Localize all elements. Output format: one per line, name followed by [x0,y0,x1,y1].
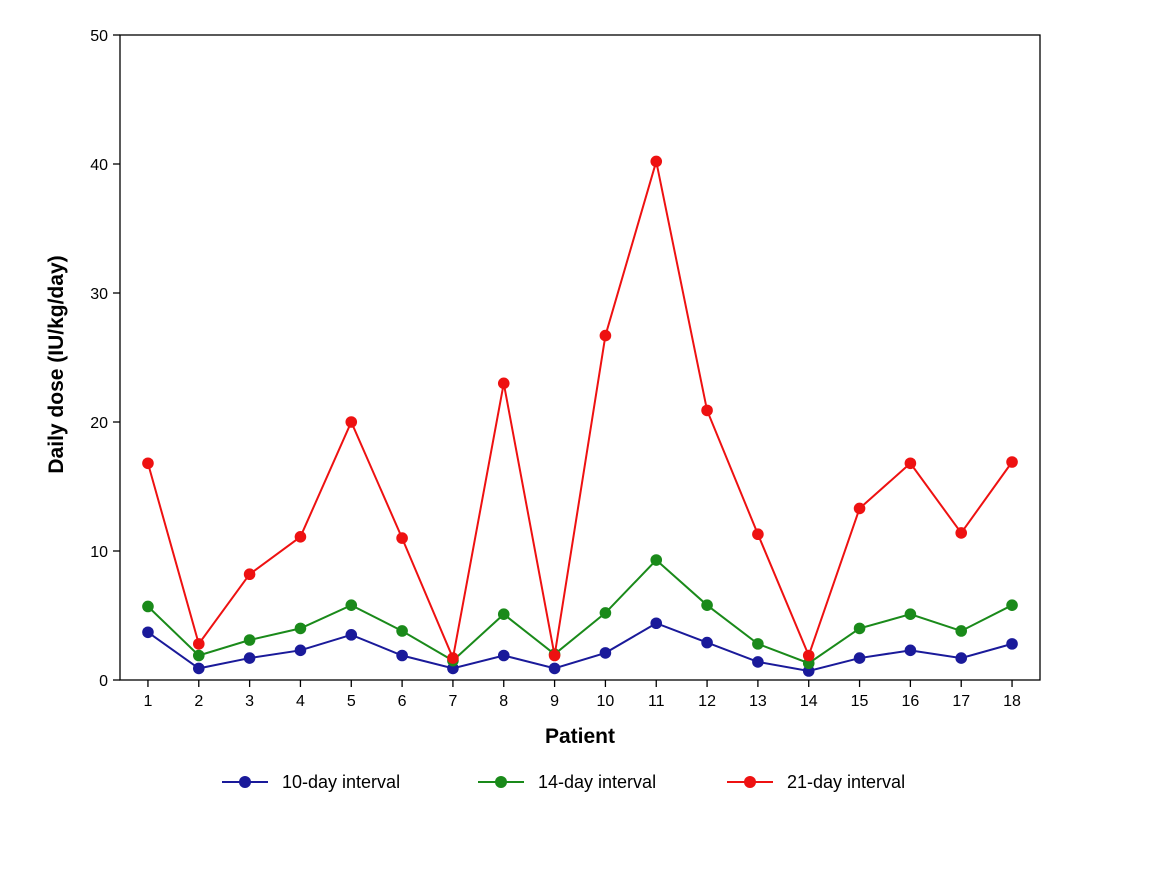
legend-marker [239,776,251,788]
plot-border [119,34,1041,681]
data-point [396,649,408,662]
legend-marker [744,776,756,788]
data-point [904,457,917,470]
data-point [192,662,205,675]
series-line [147,622,1013,672]
data-point [599,607,612,619]
data-point [142,600,154,613]
data-point [396,532,408,544]
x-tick-label: 3 [245,693,254,710]
y-tick-label: 40 [90,157,108,174]
y-tick-label: 20 [90,415,108,432]
x-tick-label: 5 [347,693,356,710]
y-axis: 0 10 20 30 40 50 [90,28,120,690]
x-tick-label: 6 [398,693,407,710]
data-point [752,638,764,650]
data-point [701,404,713,417]
series-line [147,558,1013,665]
x-tick-label: 12 [698,693,716,710]
data-point [650,554,663,566]
legend: 10-day interval 14-day interval 21-day int… [222,772,905,792]
data-point [497,649,510,662]
data-point [243,652,256,664]
data-point [1006,638,1018,650]
data-point [1006,599,1018,611]
x-tick-label: 11 [648,693,665,710]
data-point [752,656,764,668]
legend-marker [495,776,507,788]
x-tick-label: 13 [749,693,767,710]
x-tick-label: 15 [851,693,869,710]
legend-label: 21-day interval [787,772,905,792]
x-tick-label: 1 [144,693,153,710]
y-tick-label: 30 [90,286,108,303]
data-point [396,625,408,637]
data-point [853,652,866,664]
data-point [701,599,713,611]
data-point [192,638,205,650]
data-point [904,644,917,657]
legend-label: 14-day interval [538,772,656,792]
x-tick-label: 14 [800,693,818,710]
data-point [701,636,713,649]
data-point [1006,456,1018,468]
figure-background [37,0,1054,820]
data-point [345,629,358,641]
x-tick-label: 7 [448,693,457,710]
data-point [294,644,307,657]
x-tick-label: 16 [901,693,919,710]
data-point [955,625,968,637]
legend-label: 10-day interval [282,772,400,792]
data-point [853,622,866,635]
data-point [548,662,561,675]
data-point [599,329,612,342]
x-tick-label: 2 [194,693,203,710]
x-tick-label: 4 [296,693,305,710]
data-point [294,531,307,543]
data-point [955,652,968,664]
x-axis-title: Patient [545,725,615,748]
data-point [853,502,866,515]
data-point [345,599,358,611]
plot-area [119,34,1041,681]
data-point [802,649,815,662]
series-layer [142,155,1018,677]
series-line [146,161,1013,662]
data-point [447,652,459,664]
y-tick-label: 10 [90,544,108,561]
series-3 [142,155,1018,664]
data-point [548,649,561,662]
data-point [192,649,205,662]
data-point [243,568,256,581]
data-point [752,528,764,541]
legend-item: 10-day interval [222,772,400,792]
data-point [955,527,968,539]
data-point [904,608,917,621]
data-point [142,457,154,470]
data-point [345,416,358,428]
x-tick-label: 17 [952,693,970,710]
data-point [650,155,663,168]
legend-item: 14-day interval [478,772,656,792]
data-point [142,626,154,639]
x-tick-label: 18 [1003,693,1021,710]
x-axis: 1 2 3 4 5 6 7 8 9 10 11 12 13 14 15 16 17 18 [144,680,1021,710]
data-point [599,647,612,659]
series-1 [142,617,1018,677]
y-tick-label: 50 [90,28,108,45]
x-tick-label: 9 [550,693,559,710]
data-point [497,608,510,621]
legend-item: 21-day interval [727,772,905,792]
data-point [650,617,663,630]
x-tick-label: 10 [597,693,615,710]
data-point [294,622,307,635]
x-tick-label: 8 [499,693,508,710]
y-tick-label: 0 [99,673,108,690]
y-axis-title: Daily dose (IU/kg/day) [45,255,68,473]
data-point [243,634,256,646]
data-point [497,377,510,390]
